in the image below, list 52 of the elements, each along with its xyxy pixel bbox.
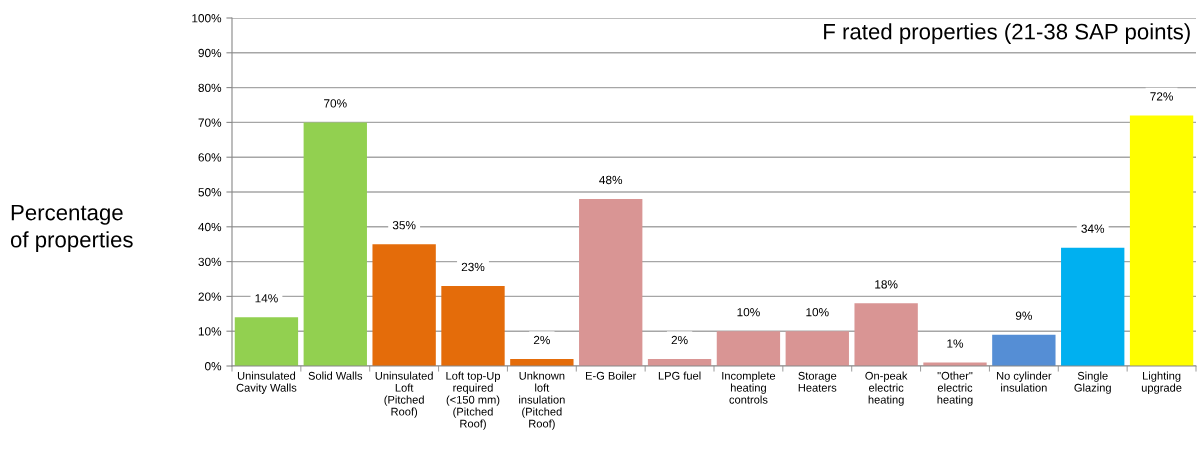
x-tick-label: Uninsulated Loft (Pitched Roof) <box>375 371 433 418</box>
data-label: 35% <box>392 221 416 230</box>
bar <box>441 285 505 366</box>
y-tick-label: 40% <box>198 222 222 232</box>
data-label: 18% <box>875 280 898 289</box>
data-label: 72% <box>1150 92 1173 101</box>
x-tick-label: Solid Walls <box>308 371 363 380</box>
y-axis-title: Percentage of properties <box>10 204 133 252</box>
y-tick-label: 50% <box>198 188 222 197</box>
y-tick-label: 100% <box>192 14 222 23</box>
x-tick-label: "Other" electric heating <box>937 371 973 406</box>
bar <box>992 334 1056 366</box>
y-tick-label: 10% <box>198 327 222 336</box>
data-label: 48% <box>599 175 623 185</box>
x-tick-label: Incomplete heating controls <box>722 371 776 404</box>
bar <box>372 244 436 366</box>
data-label: 14% <box>255 294 278 303</box>
bar <box>303 122 367 366</box>
data-label: 23% <box>461 262 485 272</box>
x-tick-label: Single Glazing <box>1074 371 1111 394</box>
y-tick-label: 80% <box>198 83 222 92</box>
data-label: 34% <box>1081 224 1105 233</box>
data-label: 10% <box>806 308 829 317</box>
x-tick-label: Storage Heaters <box>798 371 837 392</box>
chart-title: F rated properties (21-38 SAP points) <box>824 23 1190 44</box>
data-label: 10% <box>737 308 760 317</box>
x-tick-label: Loft top-Up required (<150 mm) (Pitched Roof) <box>446 371 501 430</box>
x-tick-label: No cylinder insulation <box>996 371 1052 392</box>
x-tick-label: On-peak electric heating <box>865 371 908 406</box>
x-tick-label: LPG fuel <box>658 371 701 380</box>
data-label: 1% <box>947 339 964 348</box>
y-tick-label: 90% <box>198 48 222 58</box>
x-tick-label: Unknown loft insulation (Pitched Roof) <box>519 371 565 430</box>
bar <box>785 331 849 366</box>
bar <box>716 331 781 366</box>
data-label: 9% <box>1015 311 1032 320</box>
x-tick-label: Lighting upgrade <box>1141 371 1182 394</box>
bar <box>854 303 918 366</box>
y-tick-label: 60% <box>198 153 222 162</box>
bar <box>1061 247 1125 366</box>
x-tick-label: E-G Boiler <box>586 371 637 380</box>
bar <box>234 317 299 366</box>
data-label: 70% <box>324 99 347 108</box>
y-tick-label: 30% <box>198 257 222 266</box>
y-tick-label: 20% <box>198 292 222 301</box>
y-tick-label: 70% <box>198 118 222 127</box>
bar <box>1129 115 1194 366</box>
data-label: 2% <box>671 335 688 345</box>
y-tick-label: 0% <box>204 362 222 371</box>
x-tick-label: Uninsulated Cavity Walls <box>236 371 297 394</box>
bar <box>579 198 643 366</box>
data-label: 2% <box>533 335 550 345</box>
